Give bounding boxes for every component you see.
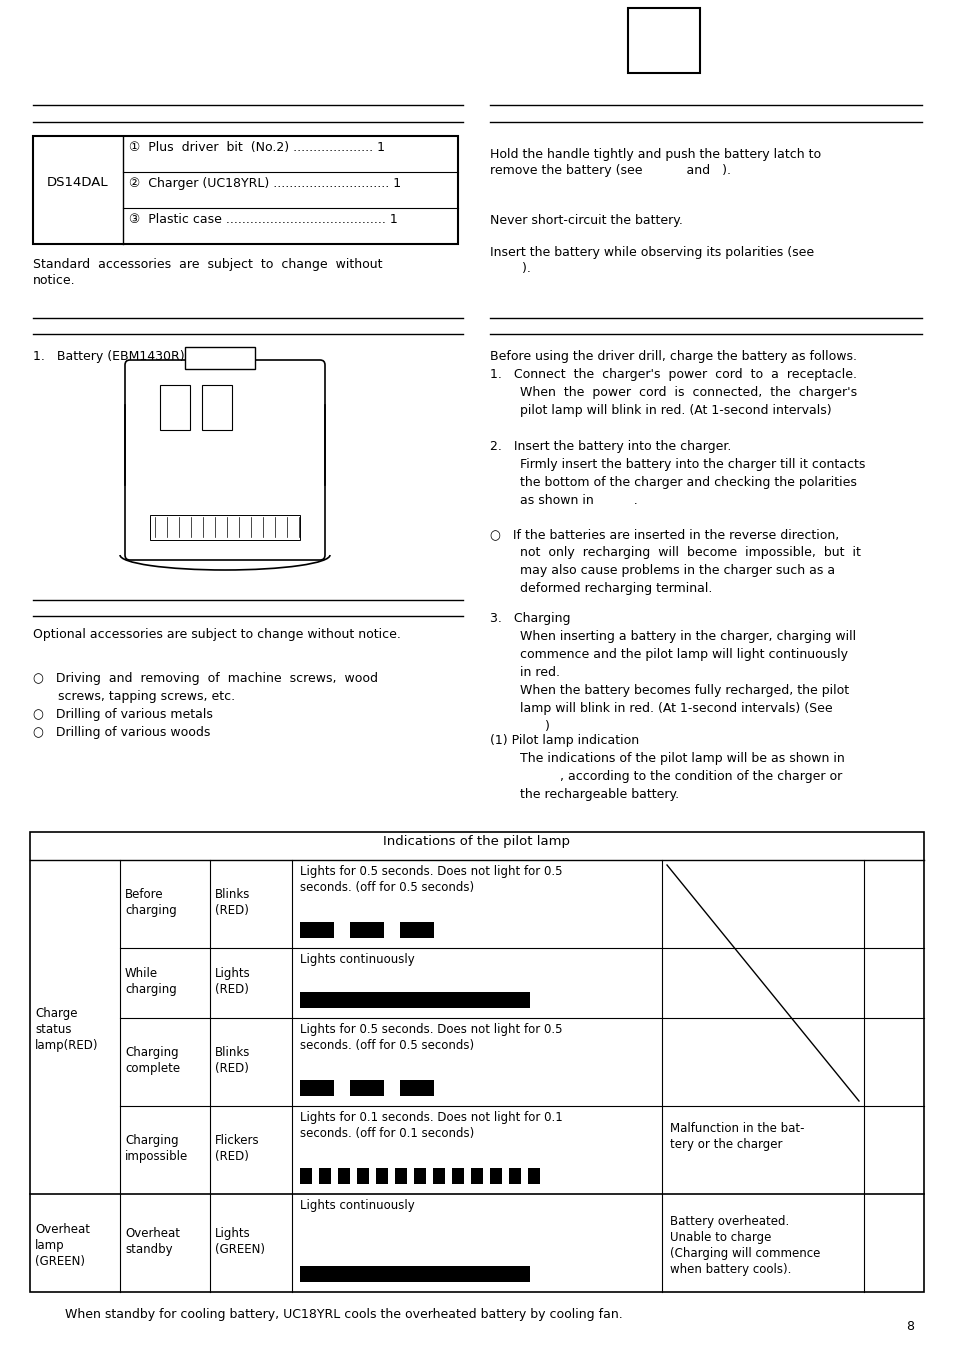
Text: Before
charging: Before charging <box>125 888 176 917</box>
Text: ○   Drilling of various metals: ○ Drilling of various metals <box>33 708 213 721</box>
Text: 3.   Charging: 3. Charging <box>490 612 570 625</box>
Bar <box>160 385 190 430</box>
Text: 1.   Connect  the  charger's  power  cord  to  a  receptacle.: 1. Connect the charger's power cord to a… <box>490 368 856 381</box>
Text: ②  Charger (UC18YRL) ............................. 1: ② Charger (UC18YRL) ....................… <box>129 177 400 191</box>
Text: DS14DAL: DS14DAL <box>47 176 109 188</box>
Text: the bottom of the charger and checking the polarities: the bottom of the charger and checking t… <box>519 476 856 489</box>
Bar <box>356 1168 369 1184</box>
Bar <box>350 922 384 938</box>
Text: ○   If the batteries are inserted in the reverse direction,: ○ If the batteries are inserted in the r… <box>490 529 839 541</box>
Text: may also cause problems in the charger such as a: may also cause problems in the charger s… <box>519 564 834 577</box>
Text: pilot lamp will blink in red. (At 1-second intervals): pilot lamp will blink in red. (At 1-seco… <box>519 404 831 416</box>
Text: 8: 8 <box>905 1320 913 1333</box>
Bar <box>299 1265 530 1282</box>
Bar <box>433 1168 444 1184</box>
Text: in red.: in red. <box>519 667 559 679</box>
Text: Standard  accessories  are  subject  to  change  without
notice.: Standard accessories are subject to chan… <box>33 258 382 287</box>
Bar <box>509 1168 520 1184</box>
Text: Charging
complete: Charging complete <box>125 1046 180 1075</box>
Bar <box>185 347 254 369</box>
Bar <box>627 8 700 73</box>
Text: Lights for 0.1 seconds. Does not light for 0.1
seconds. (off for 0.1 seconds): Lights for 0.1 seconds. Does not light f… <box>299 1111 562 1140</box>
Bar <box>33 137 457 243</box>
Text: (1) Pilot lamp indication: (1) Pilot lamp indication <box>490 734 639 748</box>
Text: Charge
status
lamp(RED): Charge status lamp(RED) <box>35 1007 98 1052</box>
Text: ): ) <box>544 721 549 733</box>
Text: ③  Plastic case ........................................ 1: ③ Plastic case .........................… <box>129 214 397 226</box>
Text: 1.   Battery (EBM1430R): 1. Battery (EBM1430R) <box>33 350 185 362</box>
Text: When standby for cooling battery, UC18YRL cools the overheated battery by coolin: When standby for cooling battery, UC18YR… <box>65 1307 622 1321</box>
Bar <box>150 515 299 539</box>
Text: When the battery becomes fully recharged, the pilot: When the battery becomes fully recharged… <box>519 684 848 698</box>
Text: Never short-circuit the battery.: Never short-circuit the battery. <box>490 214 682 227</box>
Text: as shown in          .: as shown in . <box>519 493 638 507</box>
Text: Firmly insert the battery into the charger till it contacts: Firmly insert the battery into the charg… <box>519 458 864 470</box>
Text: deformed recharging terminal.: deformed recharging terminal. <box>519 581 712 595</box>
Text: Blinks
(RED): Blinks (RED) <box>214 1046 250 1075</box>
Bar <box>527 1168 539 1184</box>
Text: Overheat
standby: Overheat standby <box>125 1228 180 1256</box>
Text: ○   Driving  and  removing  of  machine  screws,  wood: ○ Driving and removing of machine screws… <box>33 672 377 685</box>
Bar <box>30 831 923 1293</box>
Text: Blinks
(RED): Blinks (RED) <box>214 888 250 917</box>
Bar <box>202 385 232 430</box>
Text: Lights for 0.5 seconds. Does not light for 0.5
seconds. (off for 0.5 seconds): Lights for 0.5 seconds. Does not light f… <box>299 1023 562 1052</box>
Text: Overheat
lamp
(GREEN): Overheat lamp (GREEN) <box>35 1224 90 1268</box>
Text: the rechargeable battery.: the rechargeable battery. <box>519 788 679 800</box>
Text: Battery overheated.
Unable to charge
(Charging will commence
when battery cools): Battery overheated. Unable to charge (Ch… <box>669 1215 820 1276</box>
Bar <box>350 1080 384 1096</box>
Text: commence and the pilot lamp will light continuously: commence and the pilot lamp will light c… <box>519 648 847 661</box>
Bar <box>318 1168 331 1184</box>
Bar <box>299 922 334 938</box>
Text: Lights continuously: Lights continuously <box>299 1199 415 1211</box>
Text: Flickers
(RED): Flickers (RED) <box>214 1134 259 1163</box>
Text: screws, tapping screws, etc.: screws, tapping screws, etc. <box>58 690 234 703</box>
Bar <box>452 1168 463 1184</box>
Text: When  the  power  cord  is  connected,  the  charger's: When the power cord is connected, the ch… <box>519 387 856 399</box>
Text: When inserting a battery in the charger, charging will: When inserting a battery in the charger,… <box>519 630 855 644</box>
Bar <box>375 1168 388 1184</box>
Text: Malfunction in the bat-
tery or the charger: Malfunction in the bat- tery or the char… <box>669 1122 803 1151</box>
Bar <box>399 922 434 938</box>
Bar <box>299 1080 334 1096</box>
Text: Charging
impossible: Charging impossible <box>125 1134 188 1163</box>
Bar <box>299 992 530 1009</box>
Text: Insert the battery while observing its polarities (see
        ).: Insert the battery while observing its p… <box>490 246 813 274</box>
Bar <box>471 1168 482 1184</box>
Bar <box>299 1168 312 1184</box>
Text: lamp will blink in red. (At 1-second intervals) (See: lamp will blink in red. (At 1-second int… <box>519 702 832 715</box>
Bar <box>395 1168 407 1184</box>
Text: While
charging: While charging <box>125 967 176 996</box>
Text: ①  Plus  driver  bit  (No.2) .................... 1: ① Plus driver bit (No.2) ...............… <box>129 141 385 154</box>
Text: , according to the condition of the charger or: , according to the condition of the char… <box>519 771 841 783</box>
Text: Indications of the pilot lamp: Indications of the pilot lamp <box>383 836 570 848</box>
Text: ○   Drilling of various woods: ○ Drilling of various woods <box>33 726 211 740</box>
Bar <box>414 1168 426 1184</box>
Text: 2.   Insert the battery into the charger.: 2. Insert the battery into the charger. <box>490 439 731 453</box>
Text: The indications of the pilot lamp will be as shown in: The indications of the pilot lamp will b… <box>519 752 843 765</box>
Text: Hold the handle tightly and push the battery latch to
remove the battery (see   : Hold the handle tightly and push the bat… <box>490 147 821 177</box>
Bar <box>490 1168 501 1184</box>
FancyBboxPatch shape <box>125 360 325 560</box>
Text: Lights
(RED): Lights (RED) <box>214 967 251 996</box>
Text: Before using the driver drill, charge the battery as follows.: Before using the driver drill, charge th… <box>490 350 856 362</box>
Bar <box>337 1168 350 1184</box>
Text: Lights for 0.5 seconds. Does not light for 0.5
seconds. (off for 0.5 seconds): Lights for 0.5 seconds. Does not light f… <box>299 865 562 894</box>
Text: not  only  recharging  will  become  impossible,  but  it: not only recharging will become impossib… <box>519 546 860 558</box>
Bar <box>399 1080 434 1096</box>
Text: Optional accessories are subject to change without notice.: Optional accessories are subject to chan… <box>33 627 400 641</box>
Text: Lights
(GREEN): Lights (GREEN) <box>214 1228 265 1256</box>
Text: Lights continuously: Lights continuously <box>299 953 415 965</box>
